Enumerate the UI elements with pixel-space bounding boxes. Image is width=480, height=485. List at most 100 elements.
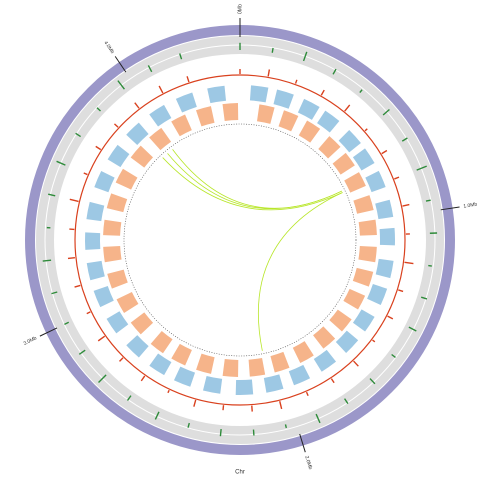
gene-forward — [149, 354, 171, 376]
gene-reverse — [344, 172, 366, 193]
gene-reverse — [107, 193, 127, 212]
gene-reverse — [171, 344, 192, 366]
gene-reverse — [223, 103, 239, 121]
skew-bar — [141, 376, 144, 381]
skew-bar — [372, 340, 374, 342]
gene-reverse — [343, 289, 365, 310]
skew-bar — [394, 177, 399, 179]
skew-bar — [159, 86, 163, 93]
gene-forward — [365, 171, 385, 192]
gene-reverse — [353, 195, 373, 214]
gene-forward — [317, 111, 339, 133]
gene-forward — [298, 99, 320, 120]
gene-reverse — [149, 128, 171, 150]
skew-bar — [345, 105, 350, 111]
gene-forward — [339, 130, 361, 152]
x-tick-label: 2.0Mb — [303, 455, 313, 470]
gene-reverse — [117, 292, 139, 313]
gene-reverse — [116, 169, 138, 190]
skew-bar — [365, 129, 367, 131]
x-tick-label: 3.0Mb — [23, 335, 38, 347]
link — [168, 153, 342, 208]
gene-forward — [107, 311, 129, 333]
skew-bar — [402, 205, 409, 206]
skew-bar — [354, 361, 359, 366]
gene-reverse — [103, 220, 121, 236]
skew-bar — [187, 76, 189, 82]
gene-reverse — [131, 146, 153, 168]
gene-reverse — [103, 246, 121, 262]
gene-forward — [367, 284, 387, 305]
gene-forward — [85, 232, 100, 250]
skew-bar — [296, 80, 297, 84]
skew-bar — [398, 290, 403, 292]
x-tick-label: 4.0Mb — [102, 40, 115, 55]
gene-reverse — [299, 121, 320, 143]
skew-bar — [168, 390, 169, 393]
gc-bar — [220, 429, 221, 436]
gc-bar — [43, 260, 51, 261]
x-tick-label: 0Mb — [237, 4, 243, 14]
gene-forward — [149, 105, 171, 127]
gene-forward — [236, 379, 254, 395]
gene-reverse — [313, 326, 335, 348]
gene-forward — [376, 259, 394, 278]
skew-bar — [382, 150, 387, 153]
gene-reverse — [318, 136, 340, 158]
skew-bar — [87, 312, 91, 314]
skew-baseline — [75, 75, 405, 405]
gene-forward — [94, 171, 114, 192]
gene-forward — [126, 123, 148, 145]
skew-bar — [75, 285, 81, 287]
gene-reverse — [151, 331, 173, 353]
gc-bar — [272, 48, 273, 53]
gene-reverse — [358, 246, 376, 262]
gene-forward — [274, 90, 294, 109]
gene-forward — [176, 93, 197, 113]
link — [173, 149, 342, 208]
skew-bar — [268, 70, 269, 77]
chart-label: Chr — [235, 470, 245, 476]
gene-forward — [353, 309, 375, 331]
skew-bar — [404, 262, 413, 263]
skew-bar — [84, 173, 88, 175]
gene-forward — [108, 145, 130, 167]
gc-bar — [285, 424, 286, 427]
gene-reverse — [107, 270, 128, 289]
link — [163, 158, 343, 210]
gene-forward — [353, 148, 375, 170]
gene-reverse — [131, 312, 153, 334]
gene-reverse — [171, 115, 192, 137]
skew-bar — [307, 392, 309, 396]
gene-reverse — [353, 268, 373, 287]
gene-forward — [203, 376, 222, 394]
skew-bar — [331, 379, 334, 383]
gene-reverse — [329, 310, 351, 332]
x-tick-label: 1.0Mb — [463, 202, 478, 210]
gene-reverse — [223, 359, 239, 377]
gene-reverse — [196, 354, 215, 374]
gene-reverse — [293, 341, 314, 363]
gene-forward — [86, 202, 104, 221]
gene-reverse — [279, 110, 299, 131]
gene-forward — [336, 331, 358, 353]
gene-forward — [375, 200, 393, 219]
skew-bar — [70, 199, 79, 201]
gene-forward — [126, 335, 148, 357]
skew-bar — [96, 146, 101, 149]
skew-bar — [68, 258, 75, 259]
inner-ticks — [124, 124, 356, 356]
gene-forward — [174, 367, 195, 387]
gene-forward — [94, 286, 114, 307]
skew-bar — [98, 336, 105, 341]
gene-reverse — [359, 220, 377, 236]
gene-forward — [289, 365, 310, 385]
skew-bar — [321, 90, 324, 95]
gene-forward — [87, 261, 105, 280]
gene-forward — [250, 85, 268, 102]
gene-forward — [380, 228, 395, 246]
gene-reverse — [270, 352, 289, 373]
skew-bar — [388, 316, 393, 319]
